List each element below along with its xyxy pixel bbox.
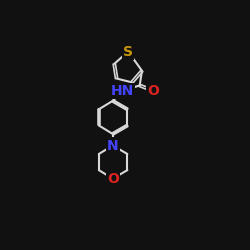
Text: HN: HN — [111, 84, 134, 98]
Text: O: O — [148, 84, 160, 98]
Text: N: N — [107, 138, 118, 152]
Text: O: O — [107, 172, 119, 185]
Text: S: S — [123, 44, 133, 59]
